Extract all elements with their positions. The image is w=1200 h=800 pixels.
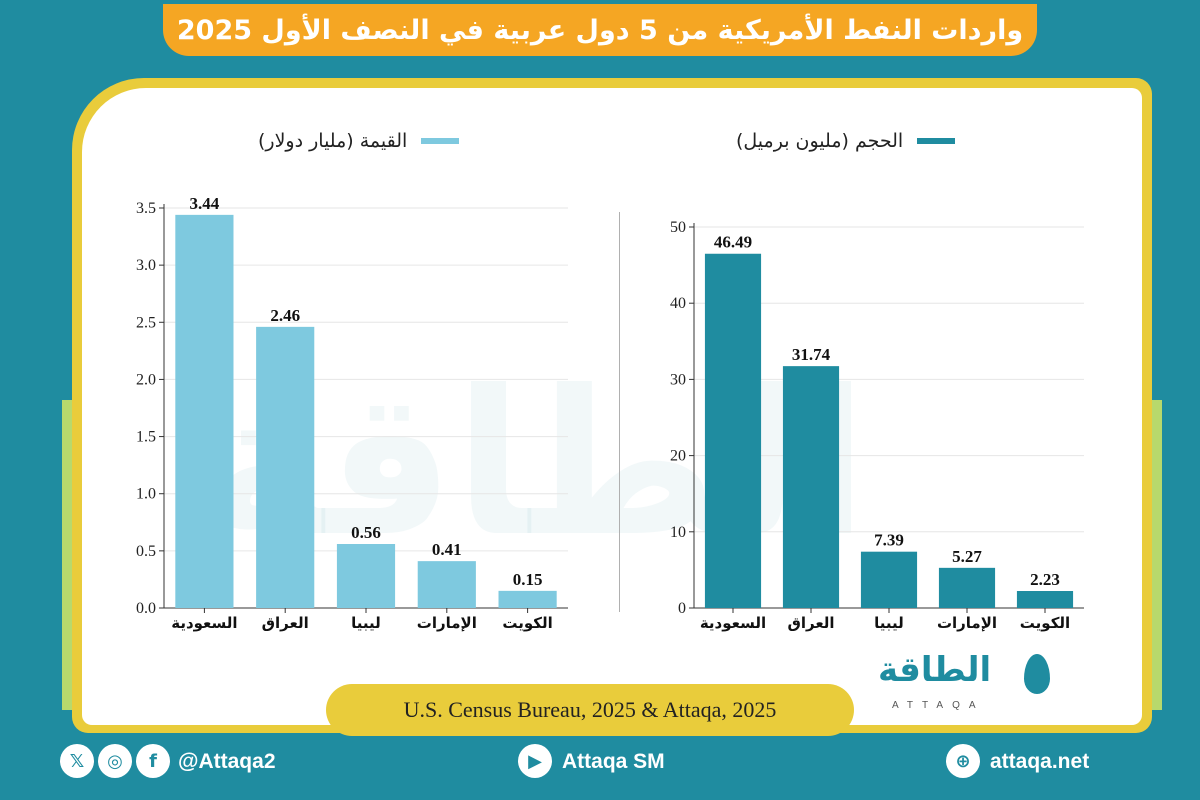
legend-swatch-volume	[917, 138, 956, 144]
data-label: 0.56	[351, 523, 381, 542]
source-banner: U.S. Census Bureau, 2025 & Attaqa, 2025	[326, 684, 854, 736]
data-label: 2.23	[1030, 570, 1060, 589]
x-tick-label: العراق	[262, 614, 309, 632]
y-tick-label: 3.0	[136, 257, 156, 274]
legend-label-value: القيمة (مليار دولار)	[258, 130, 408, 152]
x-tick-label: السعودية	[700, 614, 766, 632]
youtube-icon[interactable]: ▶	[518, 744, 552, 778]
source-text: U.S. Census Bureau, 2025 & Attaqa, 2025	[403, 697, 777, 722]
instagram-icon[interactable]: ◎	[98, 744, 132, 778]
facebook-icon[interactable]: f	[136, 744, 170, 778]
logo-english: ATTAQA	[892, 700, 985, 711]
legend-label-volume: الحجم (مليون برميل)	[736, 130, 904, 152]
x-tick-label: الكويت	[1020, 614, 1070, 632]
x-tick-label: الكويت	[502, 614, 552, 632]
legend-volume: الحجم (مليون برميل)	[736, 130, 956, 152]
data-label: 3.44	[190, 194, 220, 213]
social-handle[interactable]: @Attaqa2	[178, 750, 276, 773]
data-label: 0.15	[513, 570, 543, 589]
bar	[417, 561, 476, 608]
x-tick-label: ليبيا	[874, 614, 904, 632]
x-tick-label: ليبيا	[351, 614, 381, 632]
decor-stripe-left	[62, 400, 74, 710]
y-tick-label: 1.5	[136, 429, 156, 446]
bar	[498, 590, 557, 608]
y-tick-label: 50	[670, 219, 686, 236]
x-icon[interactable]: 𝕏	[60, 744, 94, 778]
page-title: واردات النفط الأمريكية من 5 دول عربية في…	[176, 14, 1024, 46]
legend-value: القيمة (مليار دولار)	[258, 130, 460, 152]
logo-arabic: الطاقة	[878, 650, 992, 690]
bar	[938, 567, 996, 608]
globe-icon[interactable]: ⊕	[946, 744, 980, 778]
bar	[256, 326, 315, 608]
x-tick-label: السعودية	[171, 614, 237, 632]
x-tick-label: العراق	[787, 614, 834, 632]
youtube-channel[interactable]: Attaqa SM	[562, 750, 665, 773]
y-tick-label: 10	[670, 524, 686, 541]
y-tick-label: 2.0	[136, 371, 156, 388]
bar	[175, 214, 234, 608]
y-tick-label: 2.5	[136, 314, 156, 331]
y-tick-label: 20	[670, 448, 686, 465]
value-bar-chart: 0.0 0.5 1.0 1.5 2.0 2.5 3.0 3.5 3.44 السعودية 2.46…	[136, 194, 568, 632]
y-tick-label: 40	[670, 295, 686, 312]
legend-swatch-value	[421, 138, 460, 144]
bar	[704, 253, 762, 608]
chart-divider	[619, 212, 620, 612]
y-tick-label: 1.0	[136, 486, 156, 503]
x-tick-label: الإمارات	[937, 614, 997, 632]
bar	[1016, 591, 1074, 608]
bar	[336, 544, 396, 608]
data-label: 7.39	[874, 531, 904, 550]
bar	[782, 366, 840, 608]
y-tick-label: 0	[678, 600, 686, 617]
data-label: 0.41	[432, 540, 462, 559]
y-tick-label: 0.0	[136, 600, 156, 617]
bar	[860, 551, 918, 608]
website-link[interactable]: attaqa.net	[990, 750, 1090, 773]
x-tick-label: الإمارات	[417, 614, 477, 632]
volume-bar-chart: 0 10 20 30 40 50 46.49 السعودية 31.74 العراق 7.39 ل…	[670, 219, 1084, 632]
data-label: 46.49	[714, 233, 752, 252]
y-tick-label: 30	[670, 371, 686, 388]
droplet-icon	[1024, 654, 1050, 694]
y-tick-label: 3.5	[136, 200, 156, 217]
data-label: 31.74	[792, 345, 831, 364]
y-tick-label: 0.5	[136, 543, 156, 560]
data-label: 5.27	[952, 547, 982, 566]
brand-logo: الطاقة ATTAQA	[878, 648, 1058, 720]
title-banner: واردات النفط الأمريكية من 5 دول عربية في…	[163, 4, 1037, 56]
data-label: 2.46	[270, 306, 300, 325]
